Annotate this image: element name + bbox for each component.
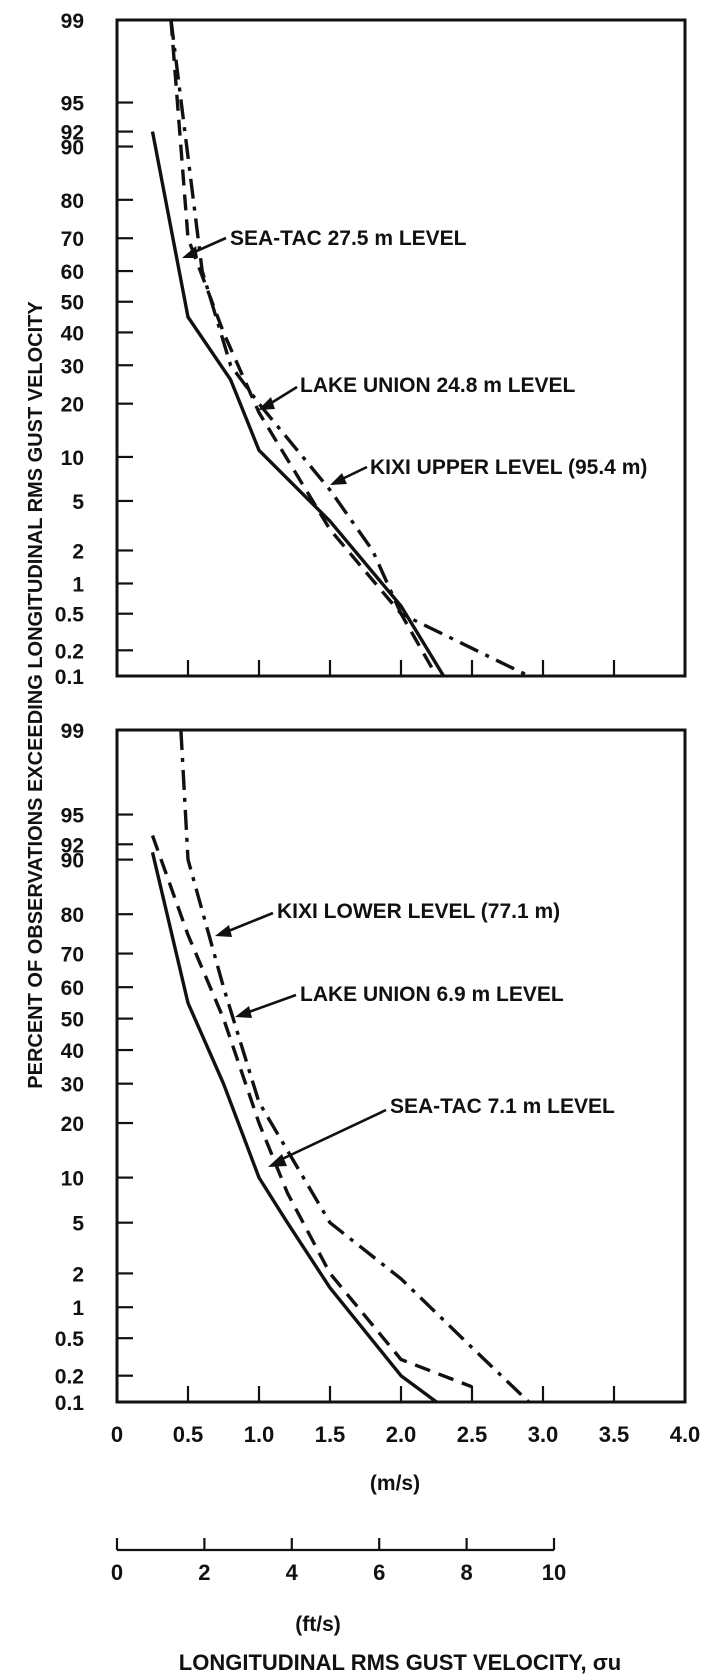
- top-y-tick-label: 40: [61, 322, 84, 345]
- secondary-x-tick-label: 4: [286, 1560, 299, 1585]
- bottom-annotations: KIXI LOWER LEVEL (77.1 m) LAKE UNION 6.9…: [215, 900, 615, 1167]
- secondary-x-tick-label: 10: [542, 1560, 566, 1585]
- top-annotations: SEA-TAC 27.5 m LEVEL LAKE UNION 24.8 m L…: [182, 227, 647, 485]
- bottom-y-tick-label: 1: [72, 1297, 84, 1320]
- bottom-y-tick-label: 50: [61, 1009, 84, 1032]
- top-y-tick-label: 0.1: [55, 666, 85, 689]
- x-tick-label: 2.5: [457, 1422, 488, 1447]
- bottom-y-tick-label: 40: [61, 1040, 84, 1063]
- top-y-tick-label: 20: [61, 394, 84, 417]
- series-sea-tac-7-1-m-level: [150, 851, 438, 1404]
- arrow-kixi-upper: [339, 465, 368, 482]
- secondary-x-tick-label: 8: [460, 1560, 472, 1585]
- bottom-y-tick-label: 0.5: [55, 1328, 85, 1351]
- label-seatac-7: SEA-TAC 7.1 m LEVEL: [390, 1095, 615, 1118]
- top-y-tick-label: 80: [61, 190, 84, 213]
- arrow-seatac-27-head: [182, 246, 198, 258]
- label-kixi-lower: KIXI LOWER LEVEL (77.1 m): [277, 900, 560, 923]
- top-y-tick-label: 50: [61, 292, 84, 315]
- bottom-y-tick-label: 5: [72, 1213, 84, 1236]
- series-kixi-lower-level-77-1-m: [179, 729, 530, 1404]
- arrow-lake-union-24-head: [258, 397, 275, 410]
- x-tick-label: 1.0: [244, 1422, 275, 1447]
- arrow-lake-union-6: [245, 993, 297, 1015]
- x-tick-label: 2.0: [386, 1422, 417, 1447]
- bottom-y-tick-label: 60: [61, 977, 84, 1000]
- top-y-tick-label: 2: [72, 540, 84, 563]
- bottom-series-group: [150, 729, 530, 1404]
- arrow-kixi-upper-head: [330, 473, 347, 485]
- top-y-tick-label: 95: [61, 93, 85, 116]
- top-y-tick-label: 70: [61, 228, 84, 251]
- top-y-tick-label: 92: [61, 122, 84, 145]
- top-y-tick-label: 0.5: [55, 604, 85, 627]
- top-series-group: [150, 19, 530, 678]
- bottom-y-tick-label: 2: [72, 1263, 84, 1286]
- bottom-y-tick-label: 80: [61, 904, 84, 927]
- secondary-x-tick-label: 0: [111, 1560, 123, 1585]
- bottom-x-axis: 0 0.5 1.0 1.5 2.0 2.5 3.0 3.5 4.0: [111, 1386, 700, 1447]
- x-tick-label: 3.0: [528, 1422, 559, 1447]
- arrow-kixi-lower: [225, 911, 274, 934]
- x-axis-title: LONGITUDINAL RMS GUST VELOCITY, σu: [179, 1650, 621, 1675]
- arrow-seatac-7: [279, 1108, 387, 1162]
- top-y-tick-label: 90: [61, 137, 84, 160]
- bottom-y-tick-label: 95: [61, 805, 85, 828]
- x-tick-label: 0.5: [173, 1422, 204, 1447]
- secondary-x-axis: 0 2 4 6 8 10: [111, 1538, 566, 1585]
- top-y-tick-label: 0.2: [55, 640, 84, 663]
- secondary-x-tick-label: 2: [198, 1560, 210, 1585]
- arrow-kixi-lower-head: [215, 925, 232, 937]
- top-y-tick-label: 60: [61, 261, 84, 284]
- series-sea-tac-27-5-m-level: [150, 131, 446, 677]
- x-tick-label: 3.5: [599, 1422, 630, 1447]
- bottom-y-tick-label: 99: [61, 720, 84, 743]
- top-y-tick-label: 99: [61, 10, 84, 33]
- secondary-x-tick-label: 6: [373, 1560, 385, 1585]
- top-x-ticks: [186, 660, 616, 676]
- bottom-y-tick-label: 0.2: [55, 1366, 84, 1389]
- bottom-y-tick-label: 10: [61, 1168, 84, 1191]
- bottom-y-tick-label: 70: [61, 944, 84, 967]
- label-seatac-27: SEA-TAC 27.5 m LEVEL: [230, 227, 467, 250]
- bottom-y-tick-label: 90: [61, 850, 84, 873]
- x-tick-label: 4.0: [670, 1422, 701, 1447]
- x-unit-secondary: (ft/s): [295, 1613, 341, 1636]
- label-kixi-upper: KIXI UPPER LEVEL (95.4 m): [370, 456, 647, 479]
- bottom-y-tick-label: 30: [61, 1074, 84, 1097]
- secondary-x-ticks: 0 2 4 6 8 10: [111, 1538, 566, 1585]
- bottom-y-tick-label: 0.1: [55, 1392, 85, 1415]
- bottom-y-tick-label: 92: [61, 834, 84, 857]
- arrow-lake-union-6-head: [235, 1006, 252, 1018]
- label-lake-union-6: LAKE UNION 6.9 m LEVEL: [300, 983, 564, 1006]
- arrow-lake-union-24: [267, 385, 298, 407]
- top-y-tick-label: 30: [61, 355, 84, 378]
- top-y-tick-label: 1: [72, 573, 84, 596]
- x-unit-primary: (m/s): [370, 1472, 420, 1495]
- label-lake-union-24: LAKE UNION 24.8 m LEVEL: [300, 374, 576, 397]
- bottom-panel-frame: [115, 728, 687, 1404]
- y-axis-title: PERCENT OF OBSERVATIONS EXCEEDING LONGIT…: [25, 301, 47, 1089]
- top-panel-frame: [115, 18, 687, 678]
- top-y-tick-label: 10: [61, 447, 84, 470]
- series-kixi-upper-level-95-4-m: [169, 19, 530, 678]
- top-y-tick-label: 5: [72, 491, 84, 514]
- x-tick-label: 0: [111, 1422, 123, 1447]
- x-tick-label: 1.5: [315, 1422, 346, 1447]
- arrow-seatac-7-head: [268, 1154, 287, 1167]
- bottom-y-tick-label: 20: [61, 1113, 84, 1136]
